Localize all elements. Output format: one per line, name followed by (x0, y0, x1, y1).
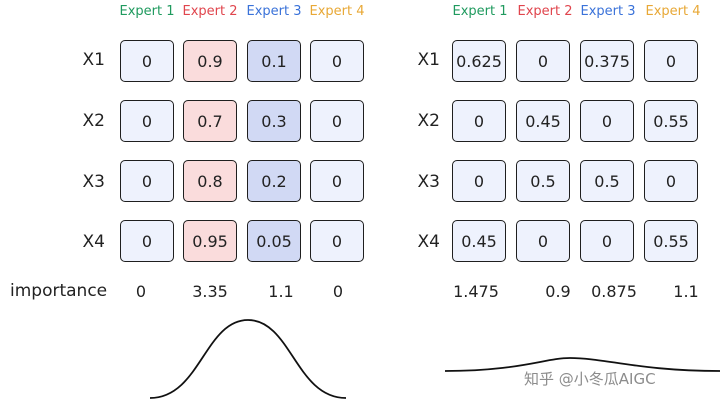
left-cell-x3-e1: 0 (120, 160, 174, 202)
right-cell-x2-e4: 0.55 (644, 100, 698, 142)
left-importance-e4: 0 (332, 282, 344, 301)
left-expert-1-header: Expert 1 (119, 4, 175, 19)
right-expert-1-header: Expert 1 (452, 4, 508, 19)
right-cell-x3-e2: 0.5 (516, 160, 570, 202)
left-cell-x2-e2: 0.7 (183, 100, 237, 142)
left-row-label-x2: X2 (82, 111, 105, 131)
watermark: 知乎 @小冬瓜AIGC (524, 370, 656, 388)
left-cell-x1-e3: 0.1 (247, 40, 301, 82)
left-cell-x3-e2: 0.8 (183, 160, 237, 202)
right-importance-e3: 0.875 (591, 282, 637, 301)
right-flat-curve (444, 357, 720, 372)
right-cell-x3-e4: 0 (644, 160, 698, 202)
right-row-label-x1: X1 (417, 50, 440, 70)
right-cell-x4-e3: 0 (580, 220, 634, 262)
right-row-label-x2: X2 (417, 111, 440, 131)
left-cell-x3-e4: 0 (310, 160, 364, 202)
right-row-label-x4: X4 (417, 232, 440, 252)
right-importance-e1: 1.475 (453, 282, 499, 301)
right-cell-x4-e2: 0 (516, 220, 570, 262)
left-cell-x3-e3: 0.2 (247, 160, 301, 202)
importance-label: importance (10, 281, 108, 301)
left-cell-x1-e2: 0.9 (183, 40, 237, 82)
left-cell-x4-e3: 0.05 (247, 220, 301, 262)
left-importance-e1: 0 (135, 282, 147, 301)
right-cell-x4-e1: 0.45 (452, 220, 506, 262)
right-cell-x3-e3: 0.5 (580, 160, 634, 202)
left-cell-x1-e1: 0 (120, 40, 174, 82)
right-cell-x1-e4: 0 (644, 40, 698, 82)
left-cell-x4-e1: 0 (120, 220, 174, 262)
left-cell-x4-e4: 0 (310, 220, 364, 262)
left-row-label-x1: X1 (82, 50, 105, 70)
right-importance-e2: 0.9 (545, 282, 571, 301)
right-row-label-x3: X3 (417, 172, 440, 192)
left-importance-e3: 1.1 (268, 282, 294, 301)
left-importance-e2: 3.35 (192, 282, 228, 301)
right-cell-x1-e2: 0 (516, 40, 570, 82)
right-expert-4-header: Expert 4 (645, 4, 701, 19)
left-cell-x2-e4: 0 (310, 100, 364, 142)
right-expert-3-header: Expert 3 (580, 4, 636, 19)
left-expert-4-header: Expert 4 (309, 4, 365, 19)
left-cell-x4-e2: 0.95 (183, 220, 237, 262)
right-cell-x1-e3: 0.375 (580, 40, 634, 82)
left-expert-3-header: Expert 3 (246, 4, 302, 19)
right-expert-2-header: Expert 2 (517, 4, 573, 19)
left-peaked-curve (149, 319, 347, 399)
left-expert-2-header: Expert 2 (182, 4, 238, 19)
right-cell-x2-e3: 0 (580, 100, 634, 142)
right-cell-x4-e4: 0.55 (644, 220, 698, 262)
left-row-label-x4: X4 (82, 232, 105, 252)
left-cell-x1-e4: 0 (310, 40, 364, 82)
right-cell-x2-e2: 0.45 (516, 100, 570, 142)
right-cell-x3-e1: 0 (452, 160, 506, 202)
left-cell-x2-e1: 0 (120, 100, 174, 142)
right-cell-x1-e1: 0.625 (452, 40, 506, 82)
right-cell-x2-e1: 0 (452, 100, 506, 142)
right-importance-e4: 1.1 (673, 282, 699, 301)
left-cell-x2-e3: 0.3 (247, 100, 301, 142)
left-row-label-x3: X3 (82, 172, 105, 192)
